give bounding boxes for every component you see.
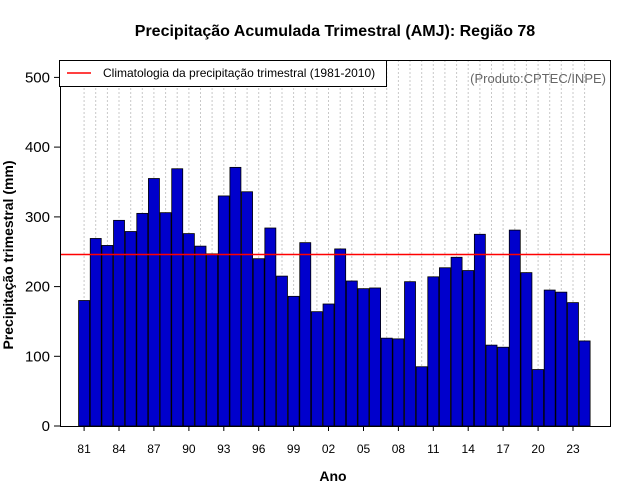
x-axis: 81 84 87 90 93 96 99 02 05 08 11 14 17 20 23 bbox=[77, 426, 580, 456]
bar-1991 bbox=[194, 245, 207, 427]
x-axis-title: Ano bbox=[319, 468, 346, 484]
bar-2009 bbox=[404, 281, 416, 427]
x-tick-label: 11 bbox=[427, 442, 440, 456]
bar-1990 bbox=[182, 233, 195, 427]
bar-1989 bbox=[171, 168, 184, 427]
bar-2003 bbox=[334, 248, 347, 427]
bar-2024 bbox=[578, 340, 591, 427]
bar-2023 bbox=[567, 302, 579, 427]
bar-1995 bbox=[241, 191, 253, 427]
bar-1994 bbox=[229, 166, 242, 427]
bar-2015 bbox=[473, 233, 486, 427]
x-tick-label: 08 bbox=[392, 442, 406, 456]
source-label: (Produto:CPTEC/INPE) bbox=[470, 71, 606, 86]
bar-series bbox=[78, 166, 591, 427]
bar-1993 bbox=[217, 195, 230, 427]
x-tick-label: 84 bbox=[112, 442, 126, 456]
bar-2010 bbox=[415, 366, 428, 427]
bar-1992 bbox=[206, 253, 219, 427]
bar-2011 bbox=[427, 276, 440, 427]
x-tick-label: 23 bbox=[566, 442, 580, 456]
bar-1982 bbox=[89, 238, 102, 427]
bar-2012 bbox=[439, 267, 451, 427]
x-tick-label: 20 bbox=[531, 442, 545, 456]
bar-1996 bbox=[252, 258, 265, 427]
x-tick-label: 02 bbox=[322, 442, 336, 456]
bar-2021 bbox=[543, 289, 556, 427]
bar-2005 bbox=[357, 288, 370, 427]
bar-2001 bbox=[310, 311, 323, 427]
legend: Climatologia da precipitação trimestral … bbox=[59, 60, 387, 87]
x-tick-label: 81 bbox=[77, 442, 91, 456]
bar-2007 bbox=[380, 337, 393, 427]
bar-2016 bbox=[485, 344, 498, 427]
x-tick-label: 05 bbox=[357, 442, 371, 456]
x-tick-label: 17 bbox=[496, 442, 510, 456]
bar-2017 bbox=[497, 346, 510, 427]
x-tick-label: 93 bbox=[217, 442, 231, 456]
y-tick-label: 400 bbox=[25, 139, 50, 156]
y-tick-label: 100 bbox=[25, 348, 50, 365]
legend-box bbox=[59, 60, 387, 87]
y-tick-label: 500 bbox=[25, 69, 50, 86]
x-tick-label: 96 bbox=[252, 442, 266, 456]
bar-2004 bbox=[345, 280, 358, 427]
bar-2014 bbox=[462, 270, 475, 427]
legend-label: Climatologia da precipitação trimestral … bbox=[103, 66, 375, 80]
x-tick-label: 14 bbox=[462, 442, 476, 456]
bar-1985 bbox=[124, 231, 137, 427]
bar-2018 bbox=[508, 229, 521, 427]
bar-2006 bbox=[369, 287, 382, 427]
bar-2008 bbox=[392, 338, 405, 427]
bar-1997 bbox=[264, 227, 277, 427]
y-axis-title: Precipitação trimestral (mm) bbox=[0, 160, 16, 349]
y-tick-label: 0 bbox=[42, 418, 50, 435]
bar-1984 bbox=[113, 219, 125, 427]
bar-2020 bbox=[532, 369, 544, 427]
y-tick-label: 200 bbox=[25, 279, 50, 296]
y-axis: 0 100 200 300 400 500 bbox=[25, 69, 60, 435]
bar-1988 bbox=[159, 212, 172, 427]
bar-2019 bbox=[520, 272, 533, 427]
bar-1986 bbox=[136, 212, 149, 427]
bar-1999 bbox=[287, 295, 300, 427]
bar-1987 bbox=[148, 178, 160, 427]
bar-1983 bbox=[101, 245, 114, 427]
bar-2013 bbox=[450, 256, 463, 427]
bar-1998 bbox=[276, 275, 288, 427]
x-tick-label: 87 bbox=[147, 442, 161, 456]
x-tick-label: 99 bbox=[287, 442, 301, 456]
chart-title: Precipitação Acumulada Trimestral (AMJ):… bbox=[135, 23, 536, 40]
y-tick-label: 300 bbox=[25, 209, 50, 226]
bar-2000 bbox=[299, 242, 312, 427]
x-tick-label: 90 bbox=[182, 442, 196, 456]
bar-2002 bbox=[322, 303, 335, 427]
bar-2022 bbox=[555, 291, 568, 427]
bar-1981 bbox=[78, 300, 90, 427]
